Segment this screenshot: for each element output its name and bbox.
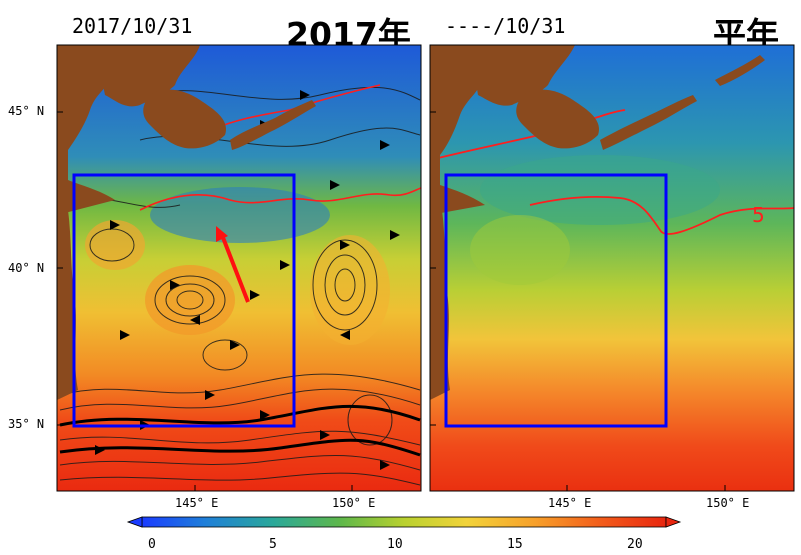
colorbar-tick-15: 15 xyxy=(507,537,523,552)
colorbar-tick-5: 5 xyxy=(269,537,277,552)
left-flow-arrowheads xyxy=(95,90,400,470)
lon-label-145e-left: 145° E xyxy=(175,496,219,510)
colorbar-tick-20: 20 xyxy=(627,537,643,552)
right-land xyxy=(430,45,765,400)
right-contour-label: 5 xyxy=(752,203,765,227)
colorbar-tick-10: 10 xyxy=(387,537,403,552)
left-red-arrowhead xyxy=(216,226,228,242)
left-date-label: 2017/10/31 xyxy=(72,14,193,38)
left-land xyxy=(57,45,316,400)
lat-label-35n: 35° N xyxy=(8,417,45,431)
lat-label-45n: 45° N xyxy=(8,104,45,118)
axis-ticks xyxy=(57,111,726,491)
lat-label-40n: 40° N xyxy=(8,261,45,275)
right-date-label: ----/10/31 xyxy=(445,14,566,38)
left-map-panel xyxy=(57,45,421,491)
lon-label-150e-right: 150° E xyxy=(706,496,750,510)
left-kuroshio-streams xyxy=(59,404,421,457)
right-target-box xyxy=(444,173,668,428)
right-map-panel: 5 5 xyxy=(430,45,794,491)
colorbar xyxy=(126,516,682,528)
left-streamlines xyxy=(59,86,421,486)
left-target-box xyxy=(72,173,296,428)
lon-label-145e-right: 145° E xyxy=(548,496,592,510)
lon-label-150e-left: 150° E xyxy=(332,496,376,510)
colorbar-tick-0: 0 xyxy=(148,537,156,552)
left-red-arrow xyxy=(220,234,250,303)
